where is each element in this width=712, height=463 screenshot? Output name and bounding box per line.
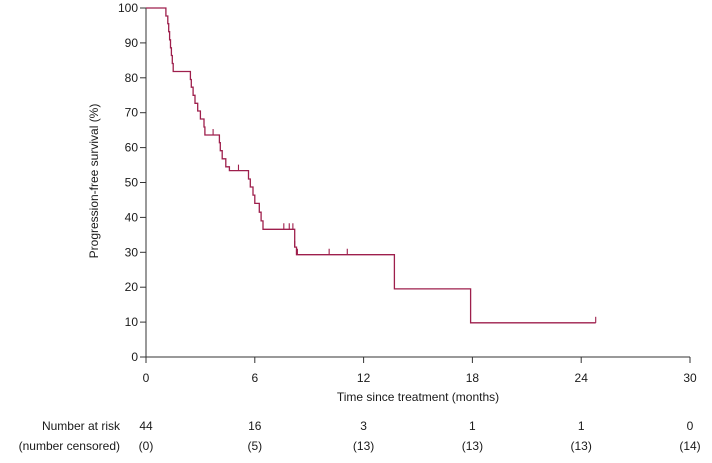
censored-value: (14)	[679, 439, 700, 453]
at-risk-value: 1	[469, 419, 476, 433]
censored-row-label: (number censored)	[19, 439, 120, 453]
y-tick-label: 0	[131, 350, 138, 364]
y-tick-label: 30	[125, 245, 139, 259]
survival-curve-line	[146, 7, 596, 324]
at-risk-value: 3	[360, 419, 367, 433]
at-risk-value: 16	[248, 419, 262, 433]
y-tick-label: 40	[125, 210, 139, 224]
censored-value: (13)	[353, 439, 374, 453]
x-tick-label: 30	[683, 371, 697, 385]
y-tick-label: 100	[118, 1, 138, 15]
y-tick-label: 20	[125, 280, 139, 294]
censored-value: (0)	[139, 439, 154, 453]
y-tick-label: 90	[125, 36, 139, 50]
y-tick-label: 10	[125, 315, 139, 329]
at-risk-value: 0	[687, 419, 694, 433]
y-tick-label: 70	[125, 106, 139, 120]
at-risk-value: 44	[139, 419, 153, 433]
x-tick-label: 6	[251, 371, 258, 385]
censored-value: (5)	[247, 439, 262, 453]
x-tick-label: 0	[143, 371, 150, 385]
at-risk-value: 1	[578, 419, 585, 433]
y-tick-label: 50	[125, 176, 139, 190]
y-axis-title: Progression-free survival (%)	[87, 104, 101, 259]
x-axis-title: Time since treatment (months)	[337, 390, 499, 404]
risk-row-label: Number at risk	[42, 419, 121, 433]
censored-value: (13)	[462, 439, 483, 453]
y-tick-label: 80	[125, 71, 139, 85]
x-tick-label: 24	[575, 371, 589, 385]
censored-value: (13)	[571, 439, 592, 453]
x-tick-label: 18	[466, 371, 480, 385]
x-tick-label: 12	[357, 371, 371, 385]
y-tick-label: 60	[125, 141, 139, 155]
